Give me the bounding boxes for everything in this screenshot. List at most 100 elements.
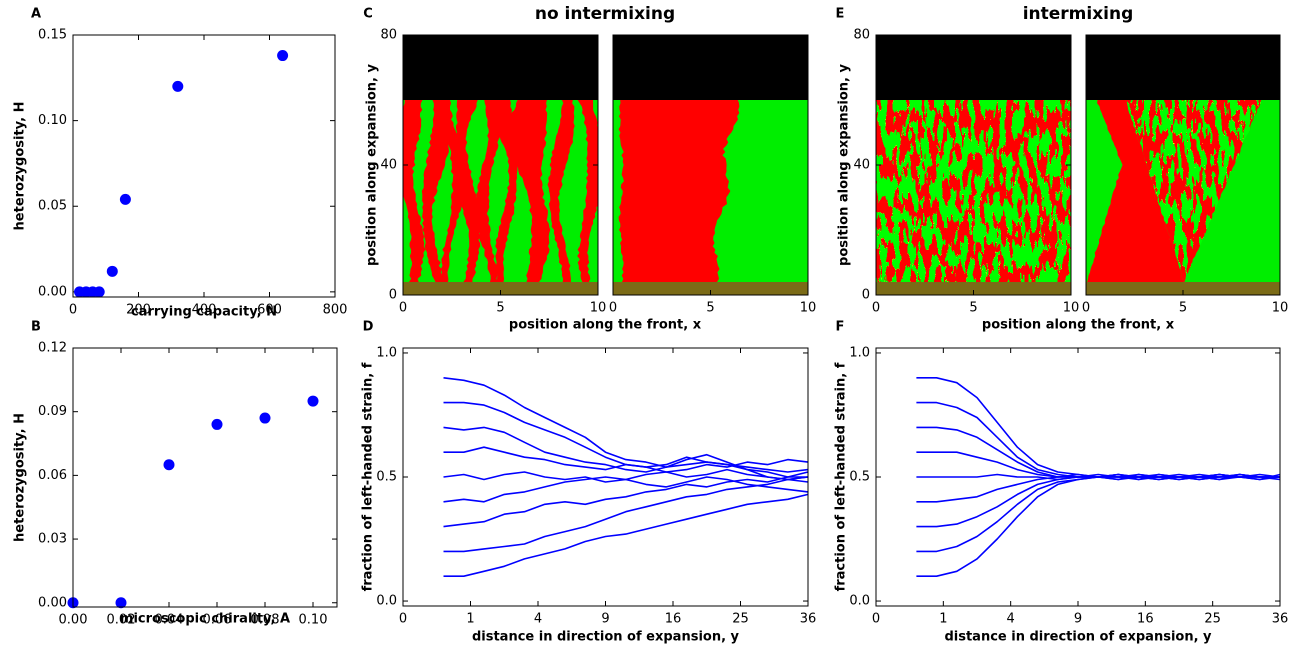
- panel-label: A: [31, 7, 41, 22]
- x-tick-label: 16: [1137, 612, 1154, 627]
- x-tick-label: 0: [69, 303, 77, 318]
- y-tick-label: 0.00: [38, 595, 67, 610]
- red-domain: [618, 96, 740, 282]
- axes-frame: [612, 34, 809, 296]
- image-layer: [613, 35, 808, 295]
- x-tick-label: 0.00: [59, 613, 88, 628]
- y-tick-label: 0: [389, 288, 397, 303]
- x-axis-label: position along the front, x: [982, 318, 1175, 333]
- line: [443, 446, 809, 473]
- y-tick-label: 0.09: [38, 404, 67, 419]
- x-tick-label: 0: [872, 301, 880, 316]
- line: [916, 473, 1280, 577]
- y-tick-label: 0.00: [38, 284, 67, 299]
- red-domain: [547, 96, 575, 282]
- x-tick-label: 10: [1063, 301, 1080, 316]
- x-axis-label: carrying capacity, N: [131, 305, 277, 320]
- red-domain: [454, 96, 481, 282]
- x-tick-label: 800: [323, 303, 348, 318]
- point: [163, 459, 175, 471]
- axes-frame: [875, 347, 1281, 607]
- point: [172, 80, 184, 92]
- x-tick-label: 9: [1074, 612, 1082, 627]
- x-tick-label: 0.08: [251, 613, 280, 628]
- y-tick-label: 0.12: [38, 341, 67, 356]
- y-tick-label: 80: [380, 28, 397, 43]
- y-tick-label: 0.06: [38, 468, 67, 483]
- olive-area: [613, 282, 808, 295]
- x-tick-label: 10: [590, 301, 607, 316]
- y-axis-label: fraction of left-handed strain, f: [834, 362, 849, 591]
- x-tick-label: 1: [939, 612, 947, 627]
- black-area: [1086, 35, 1280, 100]
- image-layer: [876, 35, 1071, 295]
- panel-label: B: [31, 320, 41, 335]
- y-tick-label: 0.10: [38, 113, 67, 128]
- line: [916, 401, 1281, 481]
- x-tick-label: 0.10: [299, 613, 328, 628]
- x-tick-label: 1: [466, 612, 474, 627]
- red-domain: [474, 96, 507, 282]
- panel-title: no intermixing: [535, 4, 675, 24]
- x-tick-label: 0.04: [155, 613, 184, 628]
- x-tick-label: 25: [1204, 612, 1221, 627]
- panel-label: D: [363, 320, 374, 335]
- y-tick-label: 0.05: [38, 199, 67, 214]
- y-tick-label: 40: [853, 158, 870, 173]
- x-tick-label: 0: [1082, 301, 1090, 316]
- y-tick-label: 80: [853, 28, 870, 43]
- x-tick-label: 10: [800, 301, 817, 316]
- y-tick-label: 1.0: [376, 345, 397, 360]
- y-tick-label: 0.5: [849, 470, 870, 485]
- line: [443, 401, 809, 473]
- point: [277, 50, 289, 62]
- axes-frame: [1085, 34, 1281, 296]
- x-tick-label: 16: [665, 612, 682, 627]
- line: [443, 471, 809, 528]
- black-area: [876, 35, 1071, 100]
- mixed-domain: [876, 100, 1071, 282]
- y-tick-label: 0: [862, 288, 870, 303]
- olive-area: [876, 282, 1071, 295]
- line: [916, 426, 1281, 481]
- x-tick-label: 10: [1272, 301, 1289, 316]
- x-tick-label: 5: [1179, 301, 1187, 316]
- red-domain: [507, 96, 551, 282]
- red-domain: [403, 96, 426, 282]
- line: [916, 473, 1281, 503]
- line: [443, 493, 809, 577]
- y-axis-label: position along expansion, y: [837, 64, 852, 266]
- x-axis-label: microscopic chirality, A: [120, 612, 290, 627]
- point: [307, 395, 319, 407]
- x-tick-label: 0: [872, 612, 880, 627]
- axes-frame: [402, 347, 809, 607]
- point: [106, 265, 118, 277]
- x-tick-label: 5: [496, 301, 504, 316]
- point: [119, 193, 131, 205]
- x-tick-label: 36: [800, 612, 817, 627]
- x-tick-label: 5: [969, 301, 977, 316]
- x-axis-label: distance in direction of expansion, y: [472, 630, 740, 645]
- line: [443, 476, 809, 503]
- x-tick-label: 9: [601, 612, 609, 627]
- x-tick-label: 5: [706, 301, 714, 316]
- red-domain: [1087, 96, 1185, 282]
- x-tick-label: 4: [1007, 612, 1015, 627]
- y-axis-label: heterozygosity, H: [13, 102, 28, 231]
- axes-frame: [875, 34, 1072, 296]
- line: [443, 426, 809, 483]
- y-tick-label: 0.15: [38, 28, 67, 43]
- line: [443, 476, 809, 553]
- black-area: [613, 35, 808, 100]
- line: [916, 473, 1280, 553]
- panel-label: C: [363, 7, 373, 22]
- y-tick-label: 0.0: [376, 594, 397, 609]
- x-tick-label: 0.02: [107, 613, 136, 628]
- olive-area: [1086, 282, 1280, 295]
- point: [93, 286, 105, 298]
- x-tick-label: 200: [126, 303, 151, 318]
- x-tick-label: 0: [399, 612, 407, 627]
- image-layer: [1086, 35, 1280, 295]
